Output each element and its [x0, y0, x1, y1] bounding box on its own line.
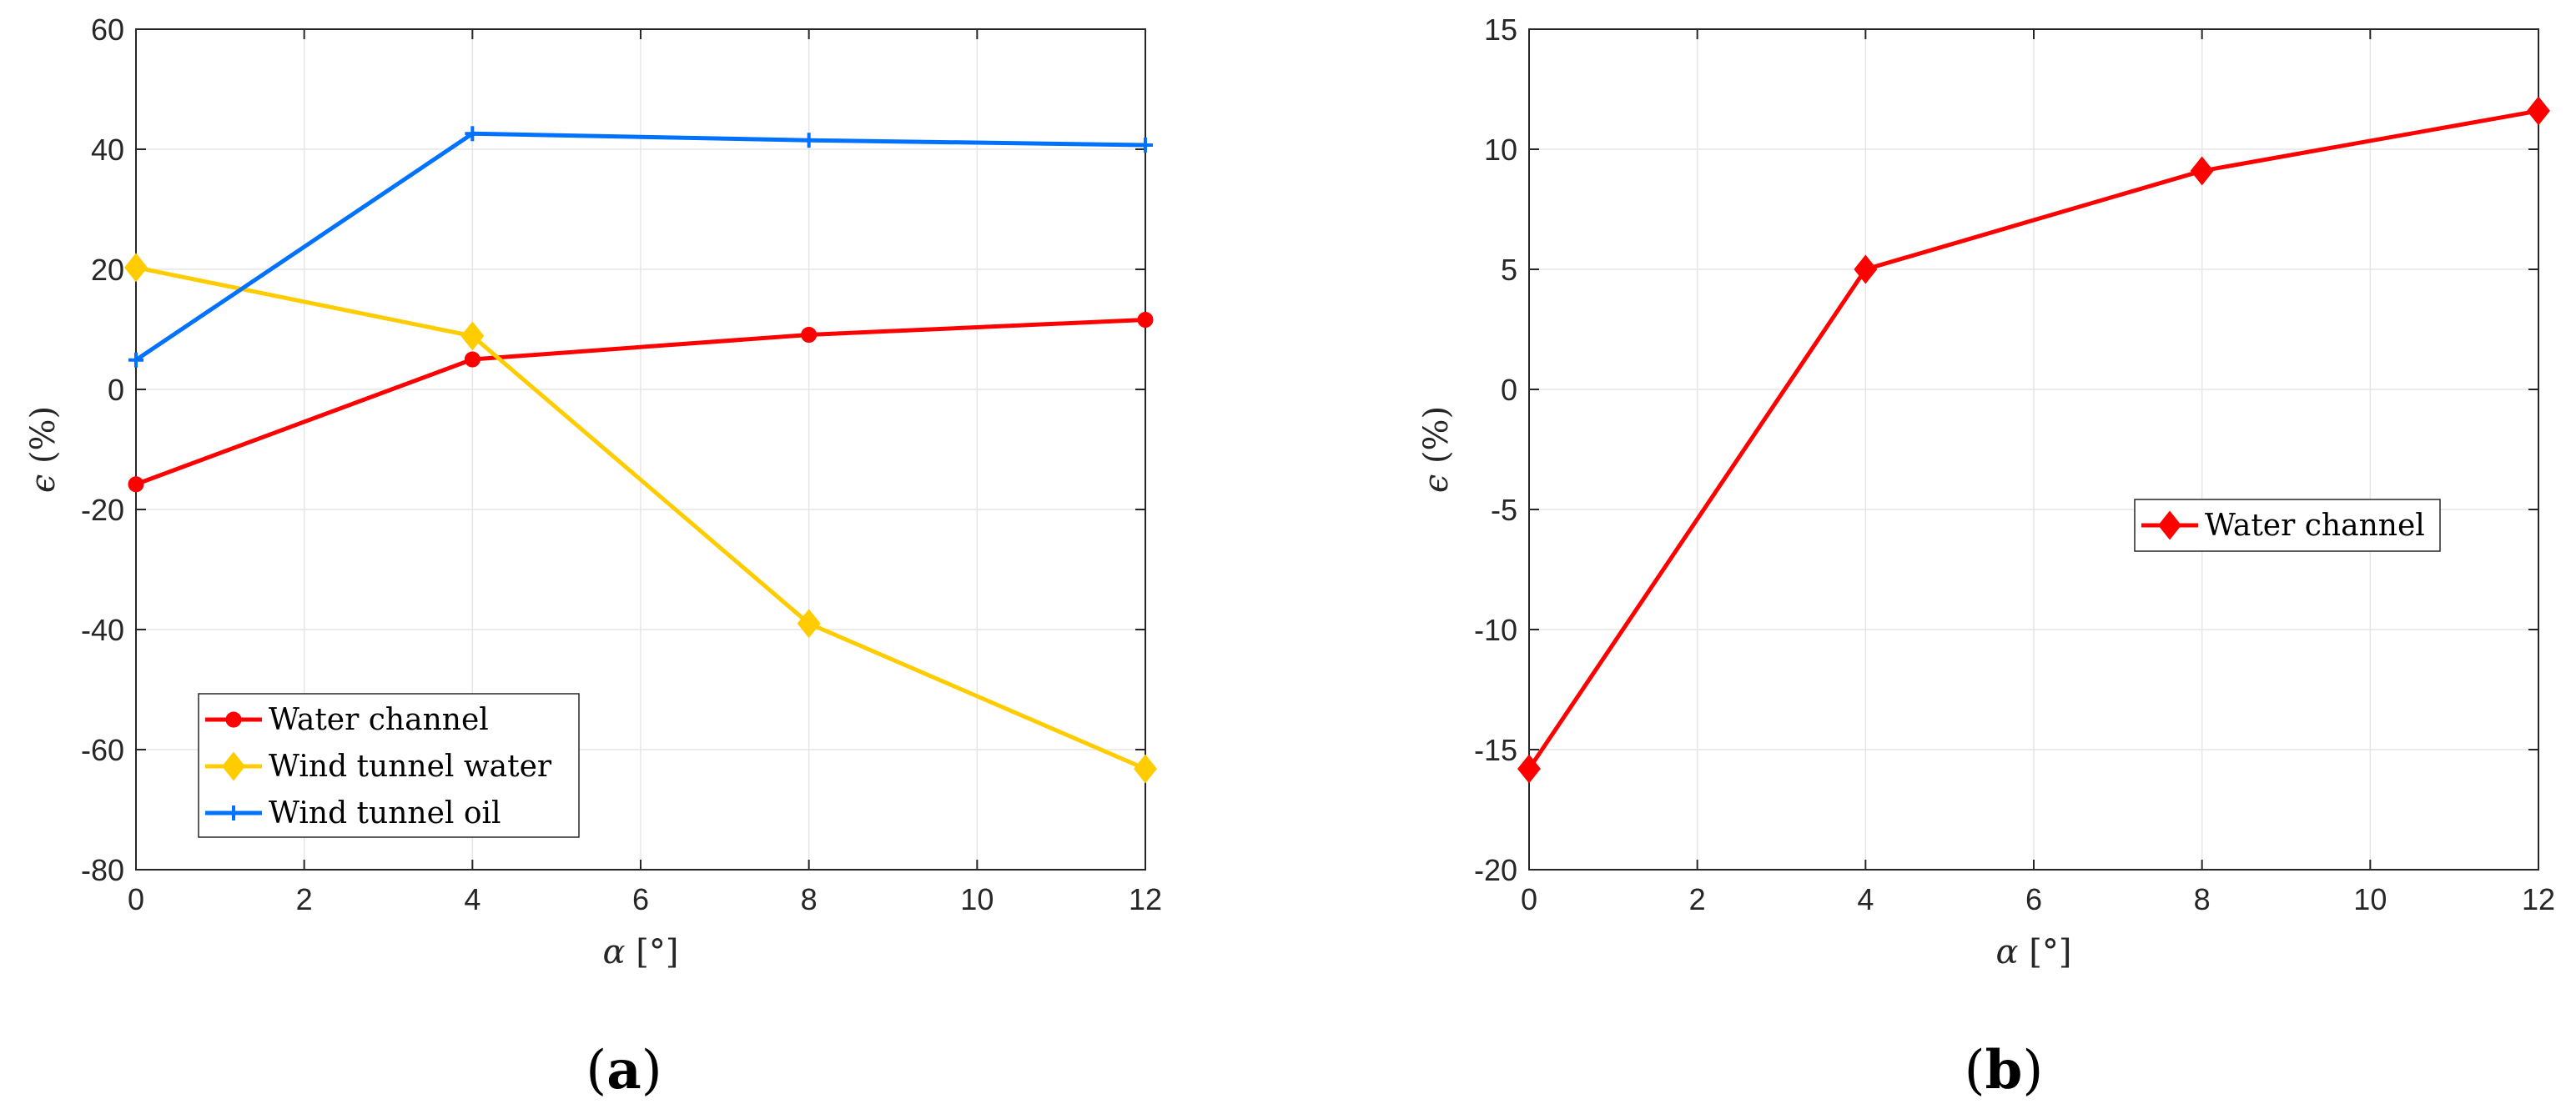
- y-tick-label: 40: [91, 133, 124, 167]
- legend-item: Wind tunnel water: [205, 750, 552, 784]
- x-tick-label: 8: [801, 882, 818, 916]
- chart-panel-b: 0 2 4 6 8 10 12 -20 -15 -10 -5 0 5 10 15 α [°] ϵ (%) Wate…: [1417, 13, 2555, 1101]
- series-line: [135, 317, 1146, 487]
- y-tick-label: 20: [91, 253, 124, 287]
- legend-marker: [225, 711, 242, 728]
- data-point: [2527, 96, 2550, 126]
- x-tick-label: 6: [2025, 882, 2042, 916]
- data-point: [797, 609, 821, 639]
- x-tick-label: 2: [1689, 882, 1706, 916]
- y-tick-label: 0: [108, 373, 124, 407]
- series-line: [135, 265, 1146, 771]
- y-tick-label: -80: [81, 853, 124, 887]
- data-point: [124, 253, 148, 283]
- legend-item: Wind tunnel oil: [205, 796, 501, 830]
- data-point: [801, 326, 818, 343]
- x-tick-label: 12: [2522, 882, 2555, 916]
- data-point: [1854, 254, 1878, 284]
- x-tick-label: 10: [2353, 882, 2387, 916]
- legend-item: Water channel: [2141, 509, 2425, 543]
- legend-label: Water channel: [269, 703, 489, 737]
- data-point: [464, 351, 480, 368]
- data-point: [465, 126, 480, 142]
- data-point: [1517, 754, 1541, 784]
- y-tick-label: 0: [1501, 373, 1517, 407]
- y-tick-label: -10: [1474, 613, 1517, 647]
- y-tick-label: 10: [1484, 133, 1517, 167]
- data-point: [2190, 156, 2214, 186]
- data-point: [128, 476, 144, 493]
- legend-marker: [222, 751, 245, 781]
- y-tick-label: -40: [81, 613, 124, 647]
- series-line: [1527, 108, 2539, 770]
- chart-panel-a: 0 2 4 6 8 10 12 -80 -60 -40 -20 0 20 40 60 α [°] ϵ (%) Wa…: [24, 13, 1162, 1101]
- panel-label: (b): [1965, 1039, 2044, 1101]
- data-point: [1138, 137, 1153, 153]
- legend-item: Water channel: [205, 703, 489, 737]
- y-tick-label: 5: [1501, 253, 1517, 287]
- x-axis-label: α [°]: [1996, 933, 2072, 971]
- y-axis-label: ϵ (%): [1417, 406, 1456, 493]
- x-tick-label: 4: [464, 882, 480, 916]
- data-point: [1134, 754, 1157, 784]
- legend-label: Wind tunnel oil: [269, 796, 501, 830]
- data-point: [128, 352, 143, 368]
- legend-marker: [2158, 510, 2181, 540]
- y-tick-label: -5: [1491, 493, 1517, 527]
- y-tick-label: 15: [1484, 13, 1517, 47]
- y-tick-label: -20: [81, 493, 124, 527]
- x-tick-label: 0: [128, 882, 144, 916]
- series-water-channel: [128, 311, 1154, 493]
- legend-label: Water channel: [2205, 509, 2425, 543]
- y-tick-label: 60: [91, 13, 124, 47]
- x-tick-label: 6: [632, 882, 649, 916]
- data-point: [460, 321, 485, 351]
- legend-marker: [226, 805, 241, 820]
- y-tick-label: -60: [81, 733, 124, 767]
- data-point: [801, 133, 817, 148]
- y-tick-label: -20: [1474, 853, 1517, 887]
- x-tick-label: 10: [960, 882, 994, 916]
- series-line: [134, 131, 1146, 362]
- x-tick-label: 2: [296, 882, 313, 916]
- x-tick-label: 4: [1857, 882, 1874, 916]
- x-tick-label: 8: [2194, 882, 2211, 916]
- legend-label: Wind tunnel water: [269, 750, 552, 784]
- data-point: [1137, 311, 1154, 328]
- legend: Water channel: [2134, 499, 2441, 552]
- y-axis-label: ϵ (%): [24, 406, 63, 493]
- x-axis-label: α [°]: [603, 933, 679, 971]
- x-tick-label: 0: [1521, 882, 1537, 916]
- x-tick-label: 12: [1129, 882, 1162, 916]
- legend: Water channel Wind tunnel water Wind tunne…: [198, 693, 580, 838]
- series-wind-tunnel-water: [124, 253, 1157, 784]
- series-wind-tunnel-oil: [128, 126, 1153, 368]
- panel-label: (a): [586, 1039, 662, 1101]
- y-tick-label: -15: [1474, 733, 1517, 767]
- series-water-channel: [1517, 96, 2550, 784]
